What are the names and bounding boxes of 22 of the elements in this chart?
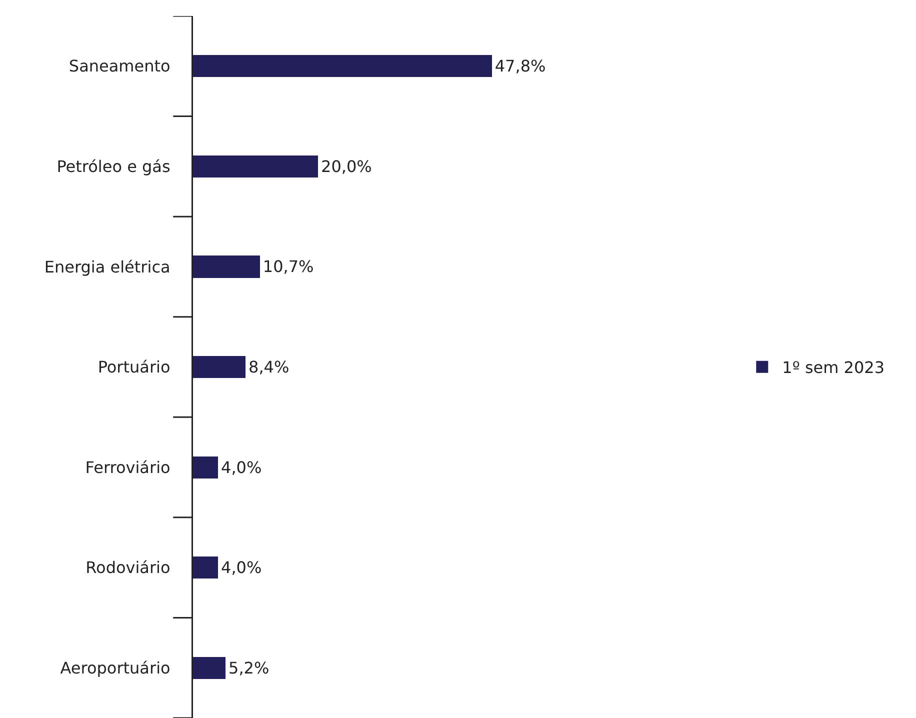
y-tick-label: Rodoviário	[86, 558, 170, 578]
y-tick-label: Ferroviário	[85, 458, 170, 477]
bar	[193, 256, 260, 278]
data-label: 10,7%	[262, 257, 314, 276]
data-label: 4,0%	[221, 458, 262, 477]
y-tick-label: Petróleo e gás	[56, 157, 170, 176]
y-tick-label: Energia elétrica	[44, 257, 170, 276]
y-tick-label: Portuário	[98, 358, 170, 377]
y-tick-label: Aeroportuário	[60, 658, 170, 678]
bar	[193, 556, 218, 579]
bar	[193, 456, 218, 478]
legend-label: 1º sem 2023	[782, 358, 885, 378]
data-label: 4,0%	[221, 558, 262, 578]
y-tick-label: Saneamento	[68, 56, 170, 76]
bar	[193, 356, 246, 378]
data-label: 5,2%	[228, 658, 270, 678]
data-label: 8,4%	[248, 358, 290, 376]
data-label: 20,0%	[321, 156, 372, 176]
bar	[193, 656, 226, 679]
data-label: 47,8%	[494, 56, 546, 76]
bar	[193, 155, 318, 178]
bar	[193, 55, 492, 78]
